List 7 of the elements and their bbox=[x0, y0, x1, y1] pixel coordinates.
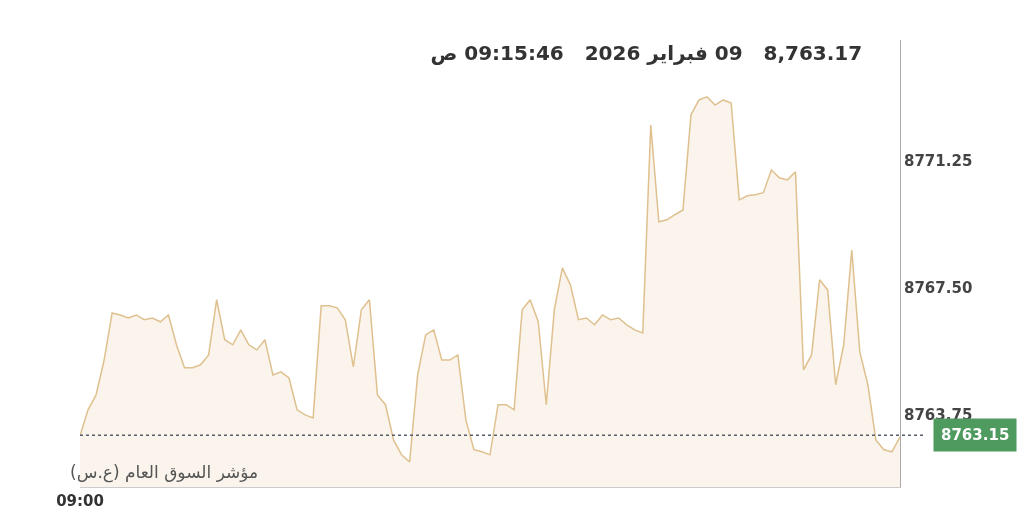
y-tick-label: 8767.50 bbox=[904, 279, 973, 298]
chart-title: 8,763.17 09 فبراير 2026 09:15:46 ص bbox=[430, 40, 863, 65]
y-tick-label: 8771.25 bbox=[904, 152, 973, 171]
annotation: مؤشر السوق العام (ع.س) bbox=[70, 462, 259, 483]
ref-line-label: 8763.15 bbox=[941, 426, 1010, 444]
y-tick-label: 8763.75 bbox=[904, 406, 973, 425]
x-tick-label: 09:00 bbox=[56, 492, 104, 510]
